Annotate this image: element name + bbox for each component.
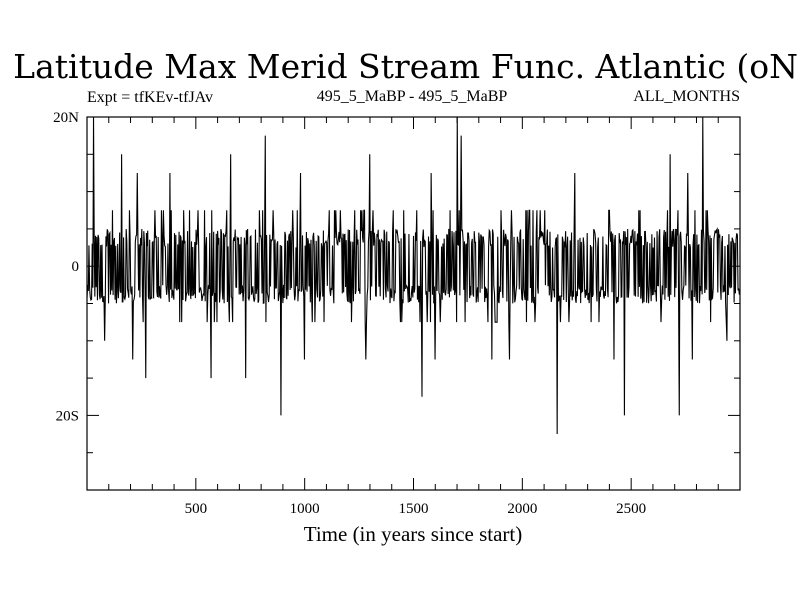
y-tick-label: 20N: [53, 110, 79, 126]
x-tick-label: 1000: [290, 501, 320, 517]
series-line: [86, 116, 740, 435]
chart-title: Latitude Max Merid Stream Func. Atlantic…: [13, 47, 800, 86]
y-tick-label: 0: [72, 259, 80, 275]
plot-data-layer: [86, 116, 740, 435]
x-tick-label: 2500: [616, 501, 646, 517]
months-label: ALL_MONTHS: [633, 88, 740, 105]
axes-layer: 20N 0 20S 500 1000 1500 2000 2500: [53, 110, 740, 517]
x-tick-label: 2000: [507, 501, 537, 517]
period-label: 495_5_MaBP - 495_5_MaBP: [317, 88, 508, 105]
x-axis-label: Time (in years since start): [304, 522, 523, 546]
experiment-label: Expt = tfKEv-tfJAv: [87, 89, 213, 106]
plot-frame: [86, 116, 741, 491]
x-tick-label: 1500: [399, 501, 429, 517]
y-tick-label: 20S: [56, 408, 79, 424]
x-tick-label: 500: [185, 501, 208, 517]
